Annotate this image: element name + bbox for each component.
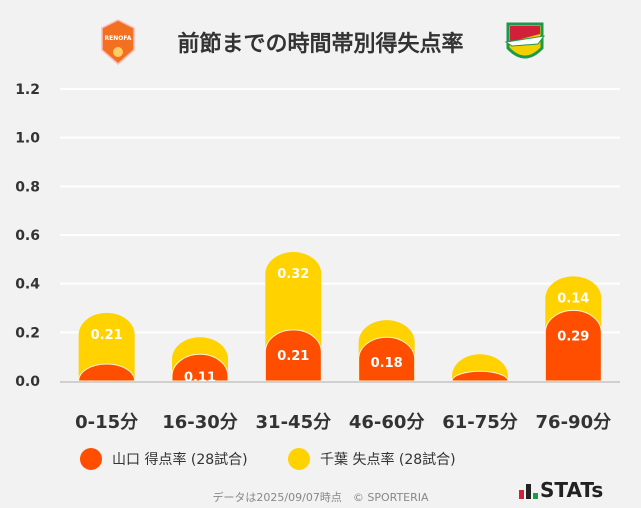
y-tick-label: 0.4 (15, 277, 40, 293)
y-tick-label: 1.0 (15, 131, 40, 147)
legend-label: 千葉 失点率 (28試合) (320, 452, 456, 468)
renofa-logo: RENOFA (100, 18, 136, 70)
y-tick-label: 0.2 (15, 325, 40, 341)
bar-yamaguchi (78, 363, 136, 382)
stats-bars-icon (519, 484, 538, 499)
data-label: 0.29 (557, 329, 589, 344)
bar-chart: 0.0 0.2 0.4 0.6 0.8 1.0 1.2 0.21 0-15分 0.11 16-30分… (15, 82, 620, 433)
chart-title: 前節までの時間帯別得失点率 (177, 32, 464, 57)
stats-logo: STATs (518, 478, 603, 502)
y-tick-label: 0.6 (15, 228, 40, 244)
footer-note: データは2025/09/07時点 © SPORTERIA (212, 491, 429, 504)
svg-text:RENOFA: RENOFA (105, 35, 132, 42)
x-tick-label: 31-45分 (256, 412, 332, 433)
bar-chiba (78, 312, 135, 381)
legend-item-yamaguchi: 山口 得点率 (28試合) (80, 448, 248, 470)
y-tick-label: 0.0 (15, 374, 40, 390)
bar-yamaguchi (358, 336, 416, 382)
data-label: 0.14 (557, 291, 589, 306)
legend-swatch (80, 448, 102, 470)
data-label: 0.21 (277, 349, 309, 364)
bar-yamaguchi (451, 370, 509, 382)
jef-logo (502, 18, 548, 70)
bar-yamaguchi (264, 329, 322, 382)
data-label: 0.18 (371, 356, 403, 371)
x-tick-label: 16-30分 (162, 412, 238, 433)
y-tick-label: 0.8 (15, 179, 40, 195)
x-tick-label: 76-90分 (536, 412, 612, 433)
legend-label: 山口 得点率 (28試合) (112, 452, 248, 468)
x-tick-label: 46-60分 (349, 412, 425, 433)
data-label: 0.32 (277, 267, 309, 282)
legend-item-chiba: 千葉 失点率 (28試合) (288, 448, 456, 470)
x-tick-label: 0-15分 (75, 412, 138, 433)
bar-yamaguchi (544, 309, 602, 382)
x-tick-label: 61-75分 (442, 412, 518, 433)
data-label: 0.21 (91, 328, 123, 343)
bar-yamaguchi (171, 353, 229, 382)
legend-swatch (288, 448, 310, 470)
y-tick-label: 1.2 (15, 82, 40, 98)
data-label: 0.11 (184, 371, 216, 386)
stats-brand: STATs (540, 478, 604, 502)
